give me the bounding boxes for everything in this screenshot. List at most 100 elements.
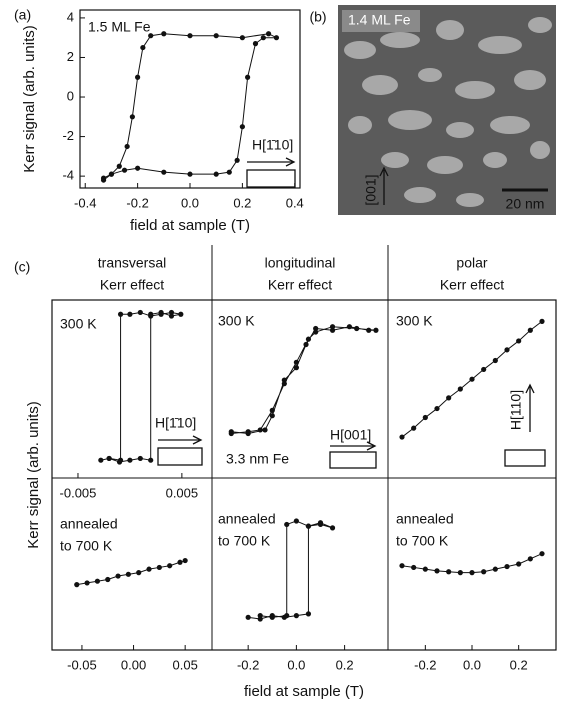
data-point xyxy=(177,560,182,565)
annotation: annealed xyxy=(60,516,118,532)
panel-label: (a) xyxy=(14,7,31,23)
data-point xyxy=(135,166,140,171)
data-point xyxy=(229,431,234,436)
annotation: H[1̄10] xyxy=(155,415,196,431)
data-point xyxy=(399,563,404,568)
data-point xyxy=(118,312,123,317)
data-point xyxy=(105,577,110,582)
data-point xyxy=(148,33,153,38)
data-point xyxy=(306,611,311,616)
data-point xyxy=(161,31,166,36)
panel-label: (c) xyxy=(14,259,30,275)
x-tick-label: 0.0 xyxy=(463,657,481,672)
data-point xyxy=(411,565,416,570)
panel-c-frame xyxy=(52,300,556,650)
data-point xyxy=(157,565,162,570)
data-line xyxy=(231,327,376,434)
data-point xyxy=(306,337,311,342)
data-point xyxy=(516,561,521,566)
data-point xyxy=(74,582,79,587)
x-tick-label: 0.2 xyxy=(336,657,354,672)
data-point xyxy=(270,615,275,620)
data-point xyxy=(516,338,521,343)
data-point xyxy=(354,326,359,331)
y-tick-label: 2 xyxy=(67,49,74,64)
x-tick-label: -0.05 xyxy=(67,657,97,672)
data-point xyxy=(258,613,263,618)
y-tick-label: 4 xyxy=(67,9,74,24)
scale-label: 20 nm xyxy=(506,196,545,212)
annotation: H[1̄10] xyxy=(252,137,293,153)
data-point xyxy=(493,358,498,363)
x-tick-label: -0.2 xyxy=(414,657,436,672)
data-point xyxy=(169,310,174,315)
x-tick-label: -0.005 xyxy=(60,485,97,500)
data-point xyxy=(373,328,378,333)
data-point xyxy=(117,164,122,169)
data-point xyxy=(245,75,250,80)
data-point xyxy=(294,518,299,523)
x-tick-label: 0.005 xyxy=(166,485,199,500)
data-point xyxy=(187,33,192,38)
annotation: H[001] xyxy=(330,427,371,443)
data-point xyxy=(178,312,183,317)
y-axis-title: Kerr signal (arb. units) xyxy=(21,25,38,173)
data-point xyxy=(481,367,486,372)
data-point xyxy=(115,573,120,578)
data-point xyxy=(262,427,267,432)
figure: (b) 1.4 ML Fe [001] 20 nm (c) transversa… xyxy=(0,0,563,709)
data-point xyxy=(246,615,251,620)
data-point xyxy=(146,567,151,572)
data-point xyxy=(125,144,130,149)
data-point xyxy=(458,570,463,575)
data-point xyxy=(161,170,166,175)
data-point xyxy=(274,35,279,40)
data-point xyxy=(399,434,404,439)
data-point xyxy=(539,551,544,556)
data-point xyxy=(158,312,163,317)
data-point xyxy=(127,312,132,317)
data-point xyxy=(294,365,299,370)
data-point xyxy=(148,458,153,463)
annotation: annealed xyxy=(218,511,276,527)
data-point xyxy=(122,168,127,173)
annotation: 3.3 nm Fe xyxy=(226,451,289,467)
image-title: 1.4 ML Fe xyxy=(348,12,411,28)
x-tick-label: 0.05 xyxy=(173,657,198,672)
column-header: transversal xyxy=(98,255,166,271)
data-point xyxy=(294,360,299,365)
y-tick-label: -4 xyxy=(62,168,74,183)
data-point xyxy=(167,563,172,568)
annotation: 1.5 ML Fe xyxy=(88,19,151,35)
data-point xyxy=(126,572,131,577)
data-point xyxy=(227,170,232,175)
data-point xyxy=(98,458,103,463)
data-point xyxy=(136,570,141,575)
x-tick-label: 0.4 xyxy=(286,195,304,210)
x-tick-label: -0.2 xyxy=(126,195,148,210)
data-point xyxy=(261,35,266,40)
data-point xyxy=(306,524,311,529)
x-tick-label: 0.0 xyxy=(287,657,305,672)
direction-label: [001] xyxy=(363,174,379,205)
data-point xyxy=(266,31,271,36)
data-point xyxy=(458,386,463,391)
data-point xyxy=(539,319,544,324)
column-header: Kerr effect xyxy=(440,277,504,293)
x-tick-label: -0.2 xyxy=(237,657,259,672)
data-point xyxy=(446,569,451,574)
data-point xyxy=(109,172,114,177)
data-point xyxy=(411,426,416,431)
data-point xyxy=(330,324,335,329)
data-point xyxy=(135,75,140,80)
data-point xyxy=(138,310,143,315)
column-header: polar xyxy=(456,255,487,271)
data-point xyxy=(214,33,219,38)
data-point xyxy=(303,342,308,347)
x-axis-title: field at sample (T) xyxy=(130,217,250,234)
annotation: 300 K xyxy=(60,316,97,332)
data-point xyxy=(434,406,439,411)
data-point xyxy=(330,525,335,530)
data-point xyxy=(318,522,323,527)
annotation: to 700 K xyxy=(60,538,113,554)
